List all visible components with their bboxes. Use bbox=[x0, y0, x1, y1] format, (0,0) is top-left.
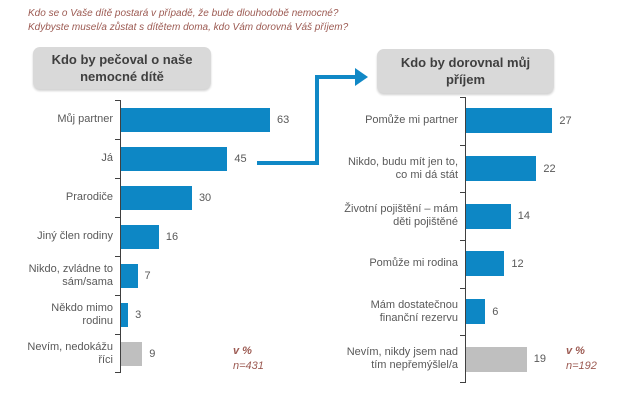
category-label: Já bbox=[101, 152, 113, 164]
category-label: Pomůže mi partner bbox=[365, 114, 458, 127]
bar-row: Nevím, nikdy jsem nad tím nepřemýšlel/a 1… bbox=[340, 335, 630, 384]
chart-title-care: Kdo by pečoval o naše nemocné dítě bbox=[51, 52, 193, 84]
bar-cell: 19 bbox=[460, 335, 630, 384]
bar bbox=[121, 107, 270, 132]
bar-row: Nikdo, budu mít jen to, co mi dá stát 22 bbox=[340, 144, 630, 193]
percent-note-care: v % bbox=[233, 345, 252, 357]
bar bbox=[466, 156, 537, 181]
bar-row: Nikdo, zvládne to sám/sama 7 bbox=[19, 256, 319, 295]
bar-cell: 14 bbox=[460, 192, 630, 241]
value-label: 63 bbox=[276, 113, 290, 126]
bar bbox=[121, 224, 159, 249]
value-label: 19 bbox=[533, 353, 547, 366]
sample-note-care: v % n=431 bbox=[233, 344, 264, 374]
value-label: 7 bbox=[144, 269, 151, 282]
category-label: Mám dostatečnou finanční rezervu bbox=[370, 298, 458, 324]
category-label: Můj partner bbox=[57, 113, 113, 125]
bar-cell: 7 bbox=[115, 256, 319, 295]
question-line-2: Kdybyste musel/a zůstat s dítětem doma, … bbox=[28, 21, 349, 33]
bar-cell: 3 bbox=[115, 295, 319, 334]
bar-cell: 45 bbox=[115, 139, 319, 178]
bar-cell: 6 bbox=[460, 287, 630, 336]
value-label: 27 bbox=[559, 114, 572, 127]
bar bbox=[121, 302, 129, 327]
value-label: 12 bbox=[511, 257, 524, 270]
n-note-income: n=192 bbox=[566, 360, 597, 372]
bar bbox=[466, 299, 486, 325]
value-label: 45 bbox=[234, 152, 247, 165]
bar-row: Můj partner 63 bbox=[19, 100, 319, 139]
category-label: Nevím, nedokážu říci bbox=[27, 340, 113, 366]
category-label: Prarodiče bbox=[65, 191, 113, 203]
percent-note-income: v % bbox=[566, 345, 585, 357]
flow-arrow-segment-vertical bbox=[315, 75, 319, 165]
value-label: 14 bbox=[517, 210, 531, 223]
chart-title-box-income: Kdo by dorovnal můj příjem bbox=[377, 49, 554, 93]
category-label: Nikdo, zvládne to sám/sama bbox=[28, 262, 113, 288]
value-label: 3 bbox=[135, 308, 142, 321]
bar-row: Pomůže mi partner 27 bbox=[340, 97, 630, 145]
value-label: 16 bbox=[165, 230, 179, 243]
category-label: Někdo mimo rodinu bbox=[51, 301, 113, 327]
bar-row: Jiný člen rodiny 16 bbox=[19, 217, 319, 256]
bar bbox=[466, 203, 511, 229]
value-label: 6 bbox=[492, 305, 499, 318]
bar-row: Já 45 bbox=[19, 139, 319, 178]
bar bbox=[121, 146, 228, 171]
bar-row: Mám dostatečnou finanční rezervu 6 bbox=[340, 287, 630, 336]
bar-chart-income: Pomůže mi partner 27 Nikdo, budu mít jen t… bbox=[340, 97, 630, 384]
n-note-care: n=431 bbox=[233, 360, 264, 372]
category-label: Nikdo, budu mít jen to, co mi dá stát bbox=[347, 155, 458, 181]
value-label: 22 bbox=[543, 162, 556, 175]
category-label: Pomůže mi rodina bbox=[369, 257, 458, 270]
bar-chart-care: Můj partner 63 Já 45 Prarodiče 30 Jiný člen ro… bbox=[19, 100, 319, 373]
bar-row: Pomůže mi rodina 12 bbox=[340, 240, 630, 288]
question-title: Kdo se o Vaše dítě postará v případě, že… bbox=[28, 7, 348, 34]
bar bbox=[121, 185, 192, 210]
sample-note-income: v % n=192 bbox=[566, 344, 597, 374]
bar-cell: 9 bbox=[115, 334, 319, 373]
flow-arrow-segment-horizontal-upper bbox=[319, 75, 356, 79]
arrow-head-icon bbox=[355, 68, 368, 86]
bar-row: Nevím, nedokážu říci 9 bbox=[19, 334, 319, 373]
bar bbox=[121, 341, 143, 366]
bar-row: Životní pojištění – mám děti pojištěné 14 bbox=[340, 192, 630, 241]
question-line-1: Kdo se o Vaše dítě postará v případě, že… bbox=[28, 8, 339, 19]
bar-cell: 22 bbox=[460, 144, 630, 193]
bar-cell: 12 bbox=[460, 240, 630, 288]
bar-cell: 63 bbox=[115, 100, 319, 139]
category-label: Nevím, nikdy jsem nad tím nepřemýšlel/a bbox=[346, 346, 458, 372]
bar-cell: 30 bbox=[115, 178, 319, 217]
bar bbox=[466, 346, 527, 372]
bar-cell: 16 bbox=[115, 217, 319, 256]
value-label: 30 bbox=[198, 191, 212, 204]
value-label: 9 bbox=[149, 347, 156, 360]
category-label: Jiný člen rodiny bbox=[37, 230, 113, 242]
bar-row: Prarodiče 30 bbox=[19, 178, 319, 217]
flow-arrow-segment-horizontal-lower bbox=[257, 161, 317, 165]
bar bbox=[121, 263, 138, 288]
chart-title-box-care: Kdo by pečoval o naše nemocné dítě bbox=[33, 47, 211, 89]
bar bbox=[466, 251, 505, 277]
chart-title-income: Kdo by dorovnal můj příjem bbox=[400, 55, 531, 87]
bar-row: Někdo mimo rodinu 3 bbox=[19, 295, 319, 334]
category-label: Životní pojištění – mám děti pojištěné bbox=[344, 203, 458, 229]
bar bbox=[466, 108, 553, 134]
bar-cell: 27 bbox=[460, 97, 630, 145]
